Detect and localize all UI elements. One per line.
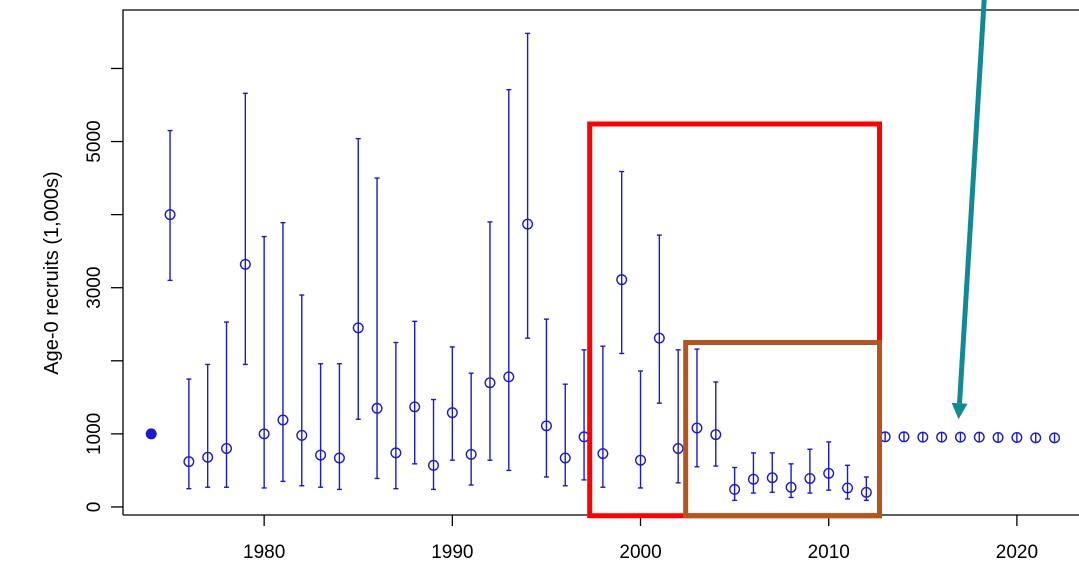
highlight-boxes <box>587 121 883 519</box>
arrow-shaft <box>957 0 987 404</box>
y-tick-label: 5000 <box>84 120 105 162</box>
data-point <box>1049 432 1061 444</box>
data-point <box>917 431 929 443</box>
data-point <box>653 332 665 344</box>
data-point <box>540 420 552 432</box>
data-point <box>729 483 741 495</box>
data-point <box>296 429 308 441</box>
data-point <box>747 473 759 485</box>
x-tick-label: 1980 <box>243 542 285 563</box>
data-point <box>428 459 440 471</box>
data-point <box>221 442 233 454</box>
data-point <box>465 448 477 460</box>
data-point <box>842 482 854 494</box>
x-tick-label: 2010 <box>808 542 850 563</box>
data-point <box>183 456 195 468</box>
data-point <box>371 402 383 414</box>
data-point <box>691 422 703 434</box>
data-point <box>672 442 684 454</box>
y-tick-label: 0 <box>84 502 105 513</box>
brown-highlight-box <box>683 340 883 519</box>
arrow-head <box>951 402 968 420</box>
data-point <box>804 472 816 484</box>
data-point <box>823 467 835 479</box>
data-point <box>992 432 1004 444</box>
data-point <box>710 429 722 441</box>
data-point <box>446 407 458 419</box>
data-point <box>352 322 364 334</box>
data-point <box>898 431 910 443</box>
data-point <box>559 452 571 464</box>
x-tick-label: 2020 <box>996 542 1038 563</box>
x-axis: 1980 1990 2000 2010 2020 <box>243 515 1038 563</box>
data-point <box>635 454 647 466</box>
data-point <box>164 209 176 221</box>
data-point <box>277 414 289 426</box>
data-point <box>258 428 270 440</box>
data-point <box>936 431 948 443</box>
data-point <box>239 258 251 270</box>
data-point <box>145 428 157 440</box>
x-tick-label: 1990 <box>431 542 473 563</box>
data-series <box>145 32 1061 502</box>
y-axis: 0 1000 3000 5000 <box>84 67 123 513</box>
data-point <box>1030 432 1042 444</box>
x-tick-label: 2000 <box>619 542 661 563</box>
data-point <box>1011 432 1023 444</box>
data-point <box>860 486 872 498</box>
data-point <box>954 431 966 443</box>
data-point <box>616 274 628 286</box>
data-point <box>409 401 421 413</box>
data-point <box>766 472 778 484</box>
data-point <box>522 218 534 230</box>
y-tick-label: 3000 <box>84 267 105 309</box>
data-point <box>785 481 797 493</box>
y-axis-title: Age-0 recruits (1,000s) <box>41 171 63 374</box>
data-point <box>202 451 214 463</box>
plot-border <box>122 9 1079 515</box>
data-point <box>484 377 496 389</box>
data-point <box>503 371 515 383</box>
data-point <box>390 447 402 459</box>
y-tick-label: 1000 <box>84 413 105 455</box>
data-point <box>315 449 327 461</box>
data-point <box>333 452 345 464</box>
data-point <box>597 448 609 460</box>
data-point <box>973 431 985 443</box>
annotation-arrow <box>951 0 987 420</box>
